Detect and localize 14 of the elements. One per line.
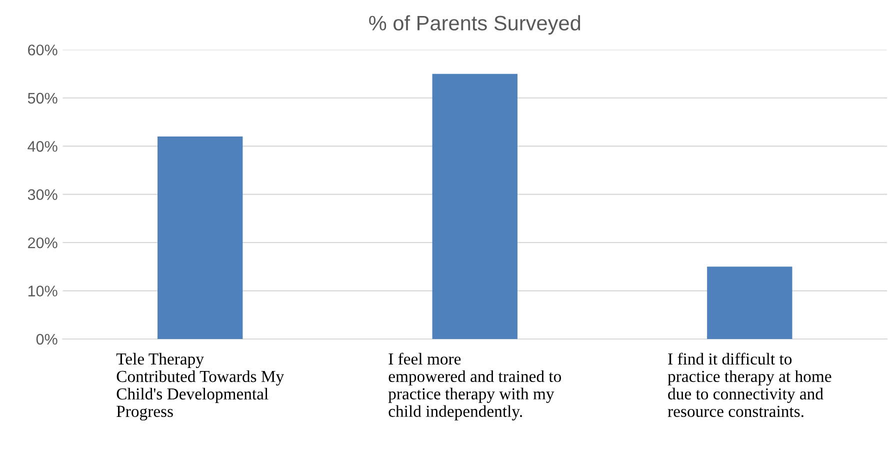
- x-tick-label: I find it difficult to practice therapy at home due to connectivity and resource constraints.: [668, 352, 832, 418]
- y-tick-label: 20%: [28, 237, 58, 248]
- x-tick-label: I feel more empowered and trained to practice therapy with my child independently.: [388, 352, 562, 420]
- y-tick-label: 30%: [28, 189, 58, 200]
- y-tick-label: 50%: [28, 92, 58, 104]
- y-tick-label: 60%: [28, 44, 58, 56]
- x-tick-label: Tele Therapy Contributed Towards My Child's Developmental Progress: [116, 352, 284, 420]
- y-tick-label: 0%: [36, 334, 58, 345]
- bar: [432, 74, 518, 339]
- chart-title: % of Parents Surveyed: [369, 15, 580, 35]
- bar: [158, 136, 243, 339]
- y-tick-label: 40%: [28, 141, 58, 152]
- y-tick-label: 10%: [28, 286, 58, 296]
- bar: [707, 266, 792, 339]
